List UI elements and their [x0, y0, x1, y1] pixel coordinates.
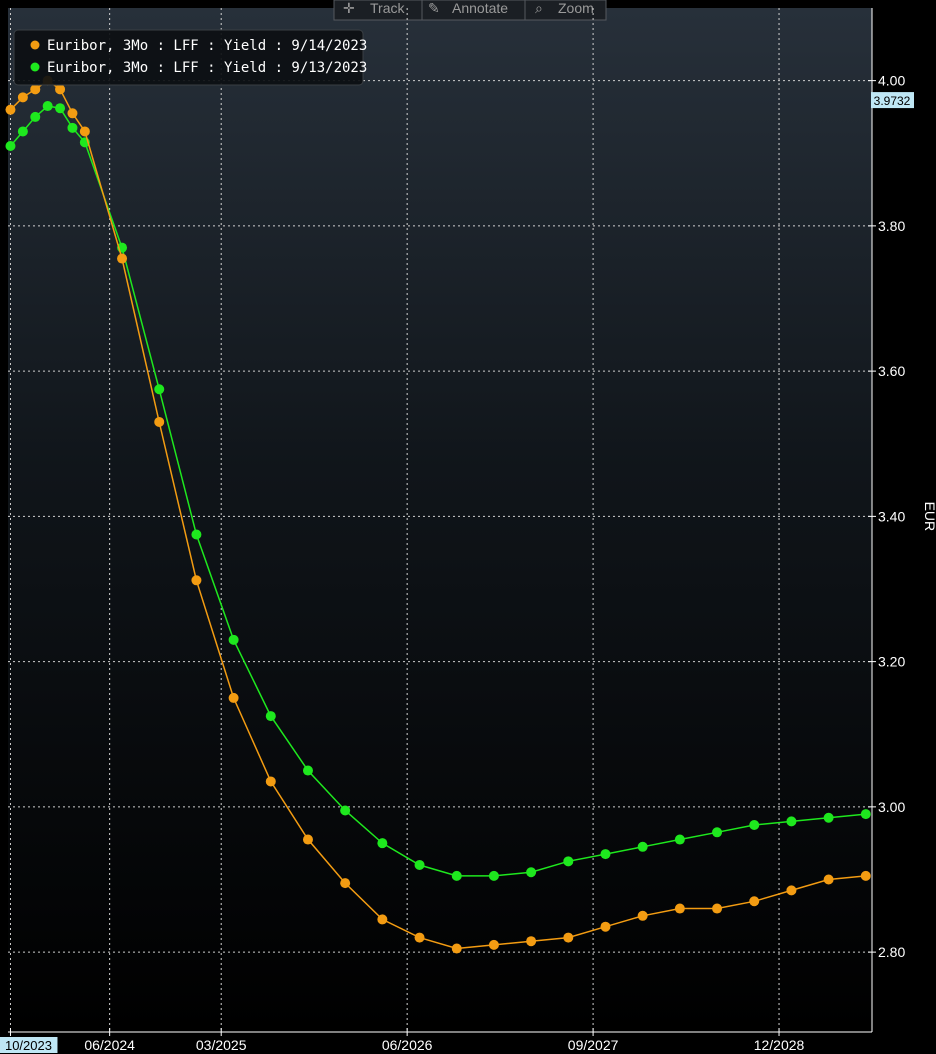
- data-point: [30, 111, 41, 122]
- data-point: [414, 932, 425, 943]
- y-axis-label: EUR: [922, 502, 936, 532]
- data-point: [228, 634, 239, 645]
- zoom-button[interactable]: ⌕ Zoom: [535, 0, 594, 16]
- zoom-label: Zoom: [558, 0, 594, 16]
- data-point: [67, 108, 78, 119]
- data-point: [526, 867, 537, 878]
- annotate-button[interactable]: ✎ Annotate: [428, 0, 508, 16]
- annotate-label: Annotate: [452, 0, 508, 16]
- data-point: [340, 878, 351, 889]
- data-point: [117, 253, 128, 264]
- last-value-box: [871, 92, 914, 109]
- data-point: [563, 932, 574, 943]
- data-point: [414, 859, 425, 870]
- crosshair-icon: ✛: [343, 0, 355, 16]
- x-tick-label: 12/2028: [754, 1037, 805, 1053]
- data-point: [265, 776, 276, 787]
- y-tick-label: 3.80: [878, 218, 905, 234]
- legend: Euribor, 3Mo : LFF : Yield : 9/14/2023 E…: [13, 29, 367, 86]
- data-point: [563, 856, 574, 867]
- data-point: [17, 92, 28, 103]
- x-tick-label: 06/2024: [84, 1037, 135, 1053]
- data-point: [823, 874, 834, 885]
- last-value-label: 3.9732: [874, 94, 911, 108]
- data-point: [17, 126, 28, 137]
- legend-label: Euribor, 3Mo : LFF : Yield : 9/14/2023: [47, 38, 367, 54]
- legend-marker-orange: [30, 40, 40, 50]
- data-point: [712, 827, 723, 838]
- data-point: [30, 84, 41, 95]
- data-point: [377, 838, 388, 849]
- data-point: [79, 126, 90, 137]
- plot-background: [8, 8, 872, 1032]
- data-point: [5, 104, 16, 115]
- track-button[interactable]: ✛ Track: [343, 0, 405, 16]
- data-point: [860, 870, 871, 881]
- data-point: [55, 103, 66, 114]
- y-tick-label: 3.60: [878, 363, 905, 379]
- data-point: [5, 140, 16, 151]
- data-point: [42, 101, 53, 112]
- data-point: [488, 870, 499, 881]
- annotate-icon: ✎: [428, 0, 440, 16]
- zoom-icon: ⌕: [535, 0, 543, 16]
- data-point: [786, 816, 797, 827]
- data-point: [377, 914, 388, 925]
- data-point: [265, 711, 276, 722]
- y-tick-label: 3.20: [878, 654, 905, 670]
- x-tick-label: 10/2023: [5, 1038, 52, 1053]
- data-point: [451, 870, 462, 881]
- x-tick-label: 06/2026: [382, 1037, 433, 1053]
- data-point: [526, 936, 537, 947]
- data-point: [674, 903, 685, 914]
- data-point: [154, 384, 165, 395]
- data-point: [451, 943, 462, 954]
- series-line-sep14: [9, 79, 866, 950]
- data-point: [674, 834, 685, 845]
- data-point: [340, 805, 351, 816]
- data-point: [823, 812, 834, 823]
- y-tick-label: 3.00: [878, 799, 905, 815]
- data-point: [749, 896, 760, 907]
- data-point: [637, 841, 648, 852]
- data-point: [302, 834, 313, 845]
- data-point: [600, 921, 611, 932]
- data-point: [860, 809, 871, 820]
- y-tick-label: 2.80: [878, 944, 905, 960]
- series-line-sep13: [9, 105, 866, 877]
- legend-label: Euribor, 3Mo : LFF : Yield : 9/13/2023: [47, 60, 367, 76]
- data-point: [191, 529, 202, 540]
- data-point: [154, 416, 165, 427]
- data-point: [191, 575, 202, 586]
- track-label: Track: [370, 0, 405, 16]
- legend-entry: Euribor, 3Mo : LFF : Yield : 9/14/2023: [30, 38, 367, 54]
- chart-toolbar: ✛ Track ✎ Annotate ⌕ Zoom: [333, 0, 607, 21]
- legend-box: [13, 29, 364, 86]
- x-tick-label: 09/2027: [568, 1037, 619, 1053]
- legend-entry: Euribor, 3Mo : LFF : Yield : 9/13/2023: [30, 60, 367, 76]
- toolbar-background: [333, 0, 607, 21]
- data-point: [712, 903, 723, 914]
- data-point: [228, 692, 239, 703]
- data-point: [749, 820, 760, 831]
- x-tick-highlight: [0, 1037, 58, 1053]
- legend-marker-green: [30, 62, 40, 72]
- data-point: [302, 765, 313, 776]
- y-tick-label: 3.40: [878, 508, 905, 524]
- data-point: [637, 910, 648, 921]
- data-point: [488, 939, 499, 950]
- y-tick-label: 4.00: [878, 73, 905, 89]
- data-point: [55, 84, 66, 95]
- data-point: [600, 849, 611, 860]
- data-point: [786, 885, 797, 896]
- x-tick-label: 03/2025: [196, 1037, 247, 1053]
- data-point: [67, 122, 78, 133]
